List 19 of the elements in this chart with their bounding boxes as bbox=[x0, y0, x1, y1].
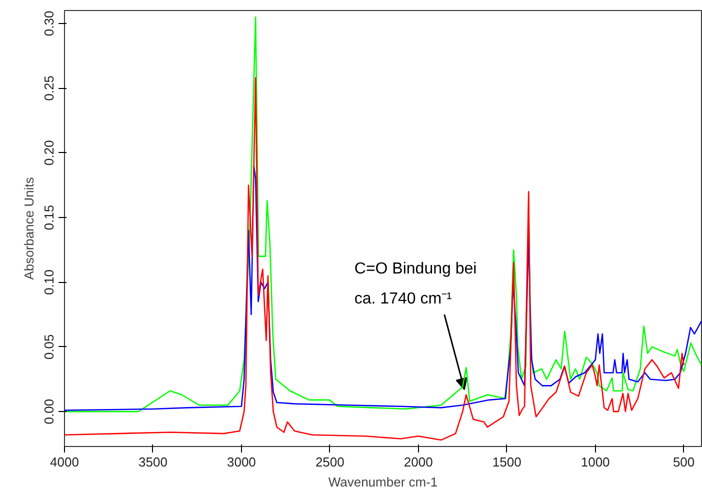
y-axis-title: Absorbance Units bbox=[22, 176, 36, 280]
y-tick-label: 0.15 bbox=[42, 204, 56, 230]
y-tick-label: 0.25 bbox=[42, 75, 56, 101]
x-tick-label: 2500 bbox=[315, 454, 344, 470]
x-tick-label: 3000 bbox=[226, 454, 256, 470]
y-tick-label: 0.20 bbox=[42, 140, 56, 166]
x-tick-label: 2000 bbox=[404, 454, 433, 470]
x-tick-label: 4000 bbox=[50, 454, 79, 470]
x-tick-label: 500 bbox=[672, 454, 695, 470]
y-tick-label: 0.00 bbox=[42, 398, 56, 424]
x-axis-title: Wavenumber cm-1 bbox=[328, 474, 438, 490]
x-tick-label: 3500 bbox=[138, 454, 168, 470]
y-tick-label: 0.10 bbox=[42, 270, 56, 295]
y-tick-label: 0.05 bbox=[42, 334, 56, 360]
line-series bbox=[64, 77, 684, 441]
x-tick-label: 1500 bbox=[492, 454, 522, 470]
y-tick-label: 0.30 bbox=[42, 10, 56, 36]
annotation: C=O Bindung bei ca. 1740 cm⁻¹ bbox=[354, 260, 477, 308]
x-tick-label: 1000 bbox=[580, 454, 610, 470]
